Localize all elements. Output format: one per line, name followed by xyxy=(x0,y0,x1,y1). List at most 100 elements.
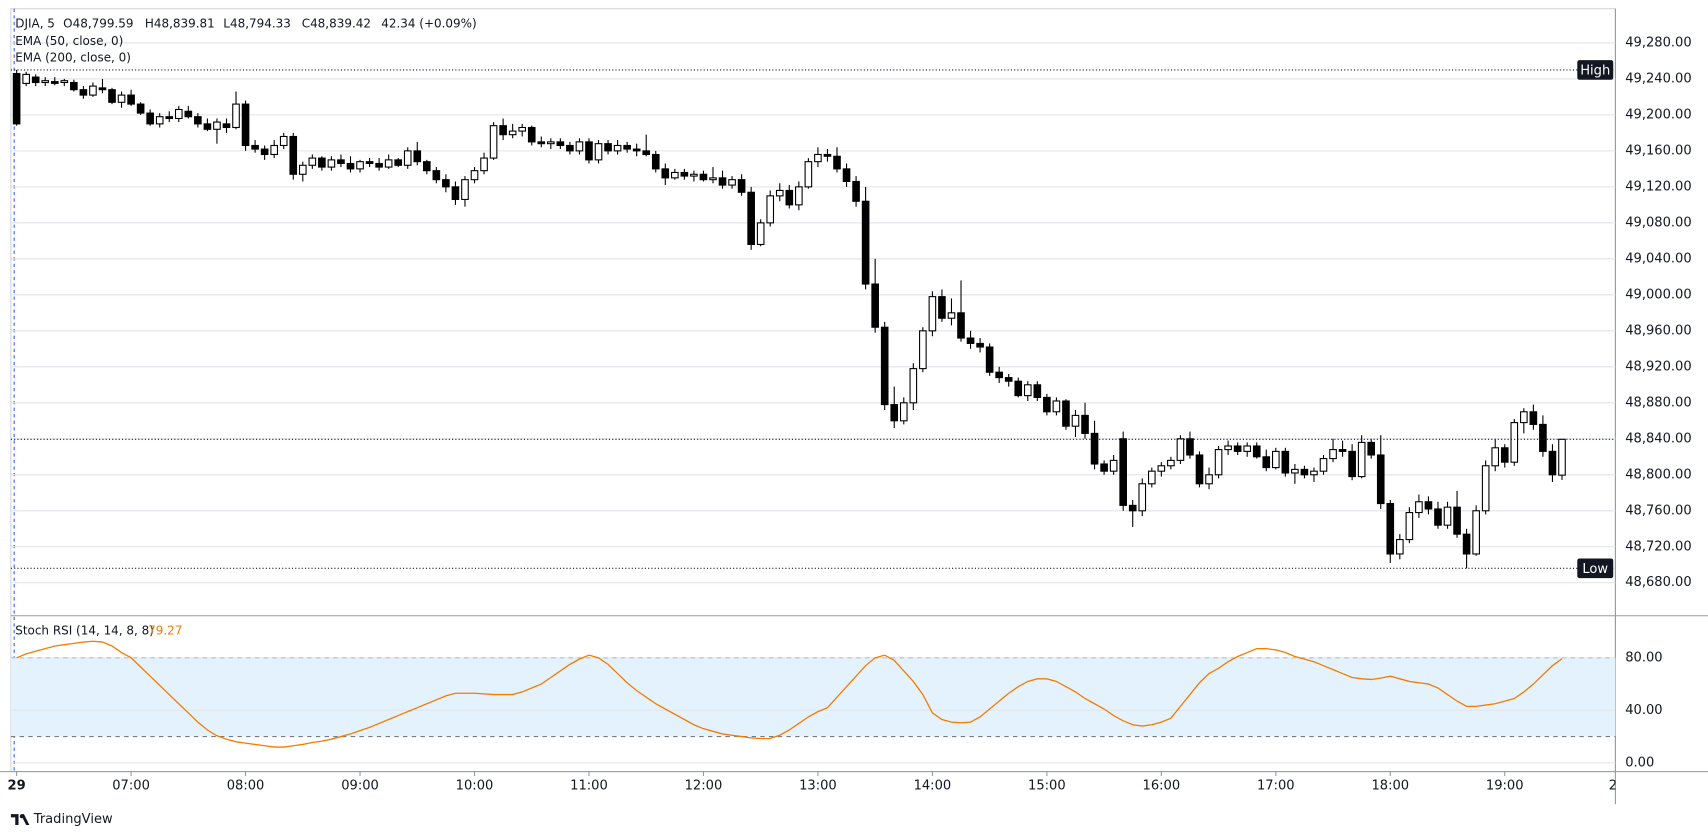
candle-body xyxy=(184,110,193,118)
candle-body xyxy=(1052,400,1061,413)
candle-body xyxy=(1396,539,1404,555)
candle-body xyxy=(1167,459,1175,467)
candle-body xyxy=(833,155,841,170)
x-tick-label: 12:00 xyxy=(685,778,723,793)
candle-body xyxy=(585,141,593,161)
candle-body xyxy=(1291,468,1299,474)
candle-body xyxy=(1472,510,1480,555)
candle-body xyxy=(442,179,450,188)
candle-body xyxy=(737,179,746,193)
candle-body xyxy=(1224,445,1232,451)
candle-body xyxy=(251,144,259,150)
candle-body xyxy=(880,326,889,406)
candle-body xyxy=(308,157,317,166)
candle-body xyxy=(699,173,708,181)
candle-body xyxy=(1109,459,1118,472)
candle-body xyxy=(346,162,355,170)
y-tick-label: 48,920.00 xyxy=(1625,359,1691,374)
y-tick-label: 49,040.00 xyxy=(1625,251,1691,266)
candle-body xyxy=(1558,438,1566,476)
candle-body xyxy=(1128,504,1137,512)
x-tick-label: 19:00 xyxy=(1486,778,1524,793)
candle-body xyxy=(413,150,422,163)
candle-body xyxy=(1529,411,1538,425)
y-tick-label: 48,960.00 xyxy=(1625,323,1691,338)
oscillator-name: Stoch RSI (14, 14, 8, 8) xyxy=(15,624,154,638)
candle-body xyxy=(499,125,507,136)
candle-body xyxy=(518,126,527,132)
candle-body xyxy=(938,296,946,319)
candle-body xyxy=(1233,445,1242,452)
candle-body xyxy=(1014,380,1023,397)
candle-body xyxy=(985,346,994,373)
candle-body xyxy=(1548,450,1557,476)
candle-body xyxy=(1405,512,1414,541)
candle-body xyxy=(527,126,536,143)
close-text: C48,839.42 xyxy=(302,16,371,30)
candle-body xyxy=(1243,445,1252,452)
candle-body xyxy=(31,76,40,84)
candle-body xyxy=(146,112,154,125)
candle-body xyxy=(823,153,832,157)
candles xyxy=(12,69,1566,569)
x-tick-label: 14:00 xyxy=(914,778,952,793)
candle-body xyxy=(508,130,517,136)
oscillator-background xyxy=(10,657,1616,737)
candle-body xyxy=(957,312,965,339)
x-tick-label: 08:00 xyxy=(227,778,265,793)
price-tag xyxy=(1577,558,1614,579)
y-tick-label: 48,680.00 xyxy=(1625,575,1691,590)
legend: DJIA, 5 O48,799.59 H48,839.81 L48,794.33… xyxy=(15,16,476,637)
candle-body xyxy=(41,80,50,84)
open-text: O48,799.59 xyxy=(63,16,133,30)
x-tick-label: 18:00 xyxy=(1371,778,1409,793)
candle-body xyxy=(165,116,174,120)
candle-body xyxy=(556,141,565,147)
y-tick-label: 48,800.00 xyxy=(1625,467,1691,482)
candle-body xyxy=(747,191,755,245)
change-text: 42.34 (+0.09%) xyxy=(381,16,476,30)
x-tick-label: 10:00 xyxy=(456,778,494,793)
candle-body xyxy=(995,371,1003,379)
candle-body xyxy=(108,89,116,103)
candle-body xyxy=(1138,483,1147,512)
axes: 48,680.00 48,720.00 48,760.00 48,800.00 48,8… xyxy=(10,35,1692,770)
candle-body xyxy=(651,153,660,170)
x-tick-label: 29 xyxy=(8,778,26,793)
candle-body xyxy=(890,404,899,422)
x-tick-label: 13:00 xyxy=(799,778,837,793)
price-tag-label: High xyxy=(1580,63,1610,78)
candle-body xyxy=(403,150,412,166)
candle-body xyxy=(728,179,736,186)
candle-body xyxy=(632,148,641,152)
candle-body xyxy=(1062,400,1070,427)
candle-body xyxy=(1004,377,1013,382)
x-tick-label: 20: xyxy=(1609,778,1630,793)
candle-body xyxy=(1443,506,1452,526)
candle-body xyxy=(537,141,546,145)
y-tick-label: 48,760.00 xyxy=(1625,503,1691,518)
candle-body xyxy=(814,153,822,163)
candle-body xyxy=(470,170,479,181)
grid xyxy=(10,42,1616,764)
y-tick-label: 49,000.00 xyxy=(1625,287,1691,302)
candle-body xyxy=(795,186,803,206)
candle-body xyxy=(117,94,126,103)
x-tick-label: 07:00 xyxy=(112,778,150,793)
brand: TradingView xyxy=(33,812,113,827)
candle-body xyxy=(70,81,78,91)
oscillator xyxy=(16,640,1563,748)
candle-body xyxy=(1033,384,1042,398)
candle-body xyxy=(1520,411,1528,424)
y-tick-label: 49,080.00 xyxy=(1625,215,1691,230)
x-tick-label: 15:00 xyxy=(1028,778,1066,793)
y-tick-label: 0.00 xyxy=(1625,755,1654,770)
candle-body xyxy=(384,159,393,168)
candle-body xyxy=(1195,454,1204,485)
y-tick-label: 80.00 xyxy=(1625,650,1662,665)
candle-body xyxy=(928,296,937,332)
candle-body xyxy=(852,180,860,202)
price-tag xyxy=(1577,60,1614,80)
candle-body xyxy=(1367,441,1376,456)
